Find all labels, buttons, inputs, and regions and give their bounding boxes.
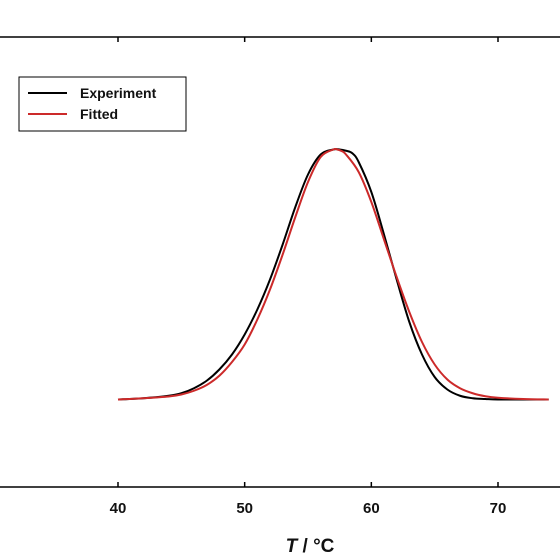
legend-box	[18, 76, 187, 132]
x-tick-label-2: 50	[236, 500, 253, 517]
plot-frame	[0, 36, 560, 488]
legend: Experiment Fitted	[18, 76, 187, 132]
series-layer	[117, 147, 549, 401]
x-axis-tick-labels: 040506070	[110, 500, 507, 517]
x-tick-label-1: 40	[110, 500, 127, 517]
x-axis-unit: °C	[313, 536, 335, 557]
series-line-experiment	[117, 148, 549, 401]
x-axis-ticks	[117, 37, 499, 487]
x-axis-variable: T	[286, 536, 299, 557]
x-axis-separator: /	[303, 536, 314, 557]
x-tick-label-3: 60	[363, 500, 380, 517]
legend-label-fitted: Fitted	[80, 106, 118, 122]
x-axis-title: T / °C	[286, 536, 335, 557]
x-tick-label-4: 70	[490, 500, 507, 517]
series-line-fitted	[117, 147, 549, 401]
legend-label-experiment: Experiment	[80, 85, 157, 101]
